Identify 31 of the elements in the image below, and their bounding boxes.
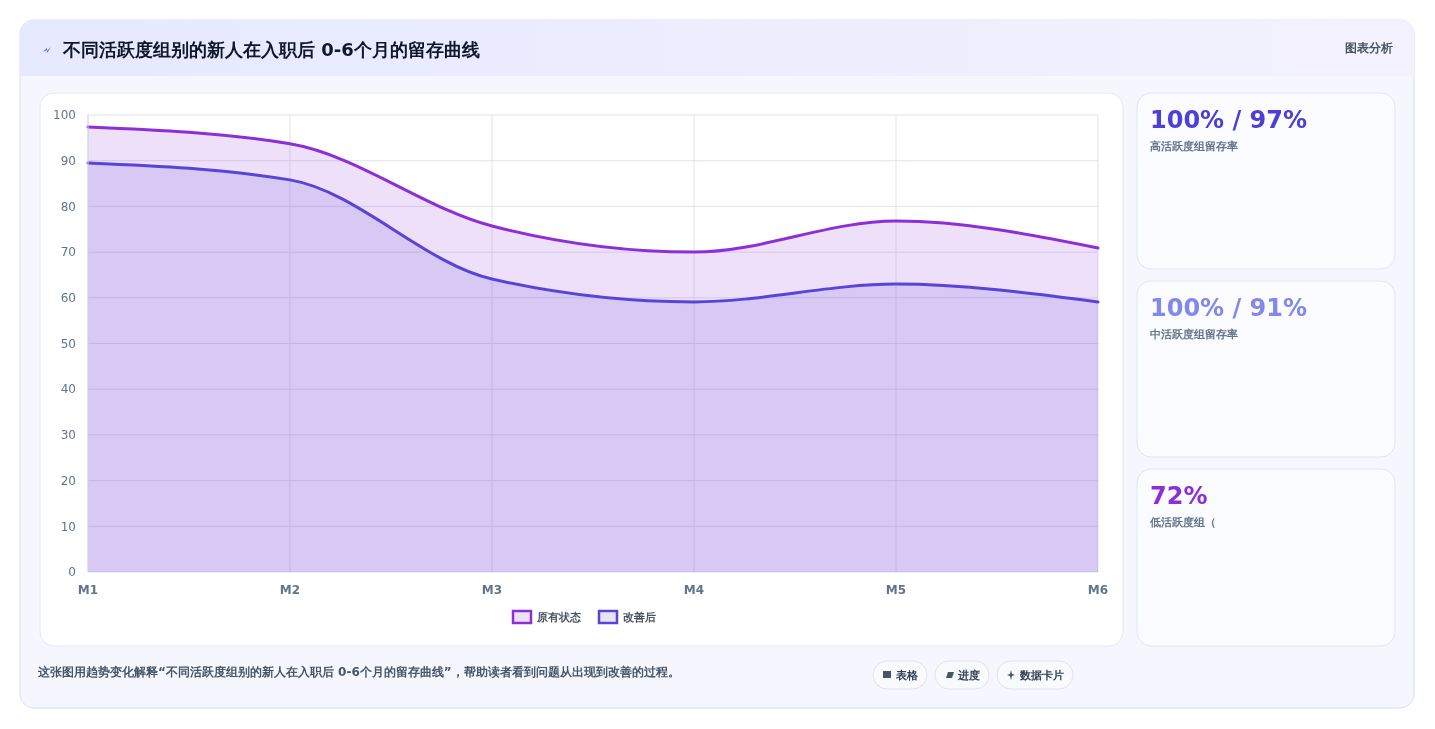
text: 100% / 97% (1150, 106, 1308, 134)
text: 72% (1150, 482, 1208, 510)
text: 高活跃度组留存率 (1150, 140, 1238, 153)
y-tick-label: 30 (60, 428, 76, 443)
text: 数据卡片 (1019, 669, 1064, 682)
y-tick-label: 90 (60, 153, 76, 168)
x-tick-label: M5 (885, 583, 907, 597)
text: 中活跃度组留存率 (1150, 328, 1238, 341)
text: 100% / 91% (1150, 294, 1308, 322)
x-tick-label: M2 (279, 583, 301, 597)
y-tick-label: 80 (60, 199, 76, 214)
y-tick-label: 0 (68, 565, 76, 580)
y-tick-label: 10 (60, 519, 76, 534)
text: 这张图用趋势变化解释“不同活跃度组别的新人在入职后 0-6个月的留存曲线”，帮助读者看到问题从出现到改善的过程。 (37, 665, 680, 679)
x-tick-label: M3 (481, 583, 503, 597)
text: 低活跃度组（ (1149, 516, 1216, 529)
legend-label: 原有状态 (536, 610, 582, 624)
y-tick-label: 60 (60, 291, 76, 305)
text: 表格 (895, 669, 919, 682)
text: 进度 (957, 669, 980, 682)
y-tick-label: 20 (60, 473, 76, 488)
x-tick-label: M6 (1087, 583, 1109, 597)
text: 图表分析 (1345, 41, 1393, 55)
y-tick-label: 70 (60, 245, 76, 260)
y-tick-label: 100 (53, 108, 76, 123)
chart-title: 不同活跃度组别的新人在入职后 0-6个月的留存曲线 (62, 39, 480, 60)
legend-label: 改善后 (623, 610, 656, 624)
y-tick-label: 40 (60, 382, 76, 397)
x-tick-label: M4 (683, 583, 705, 597)
y-tick-label: 50 (60, 336, 76, 351)
x-tick-label: M1 (77, 583, 99, 597)
